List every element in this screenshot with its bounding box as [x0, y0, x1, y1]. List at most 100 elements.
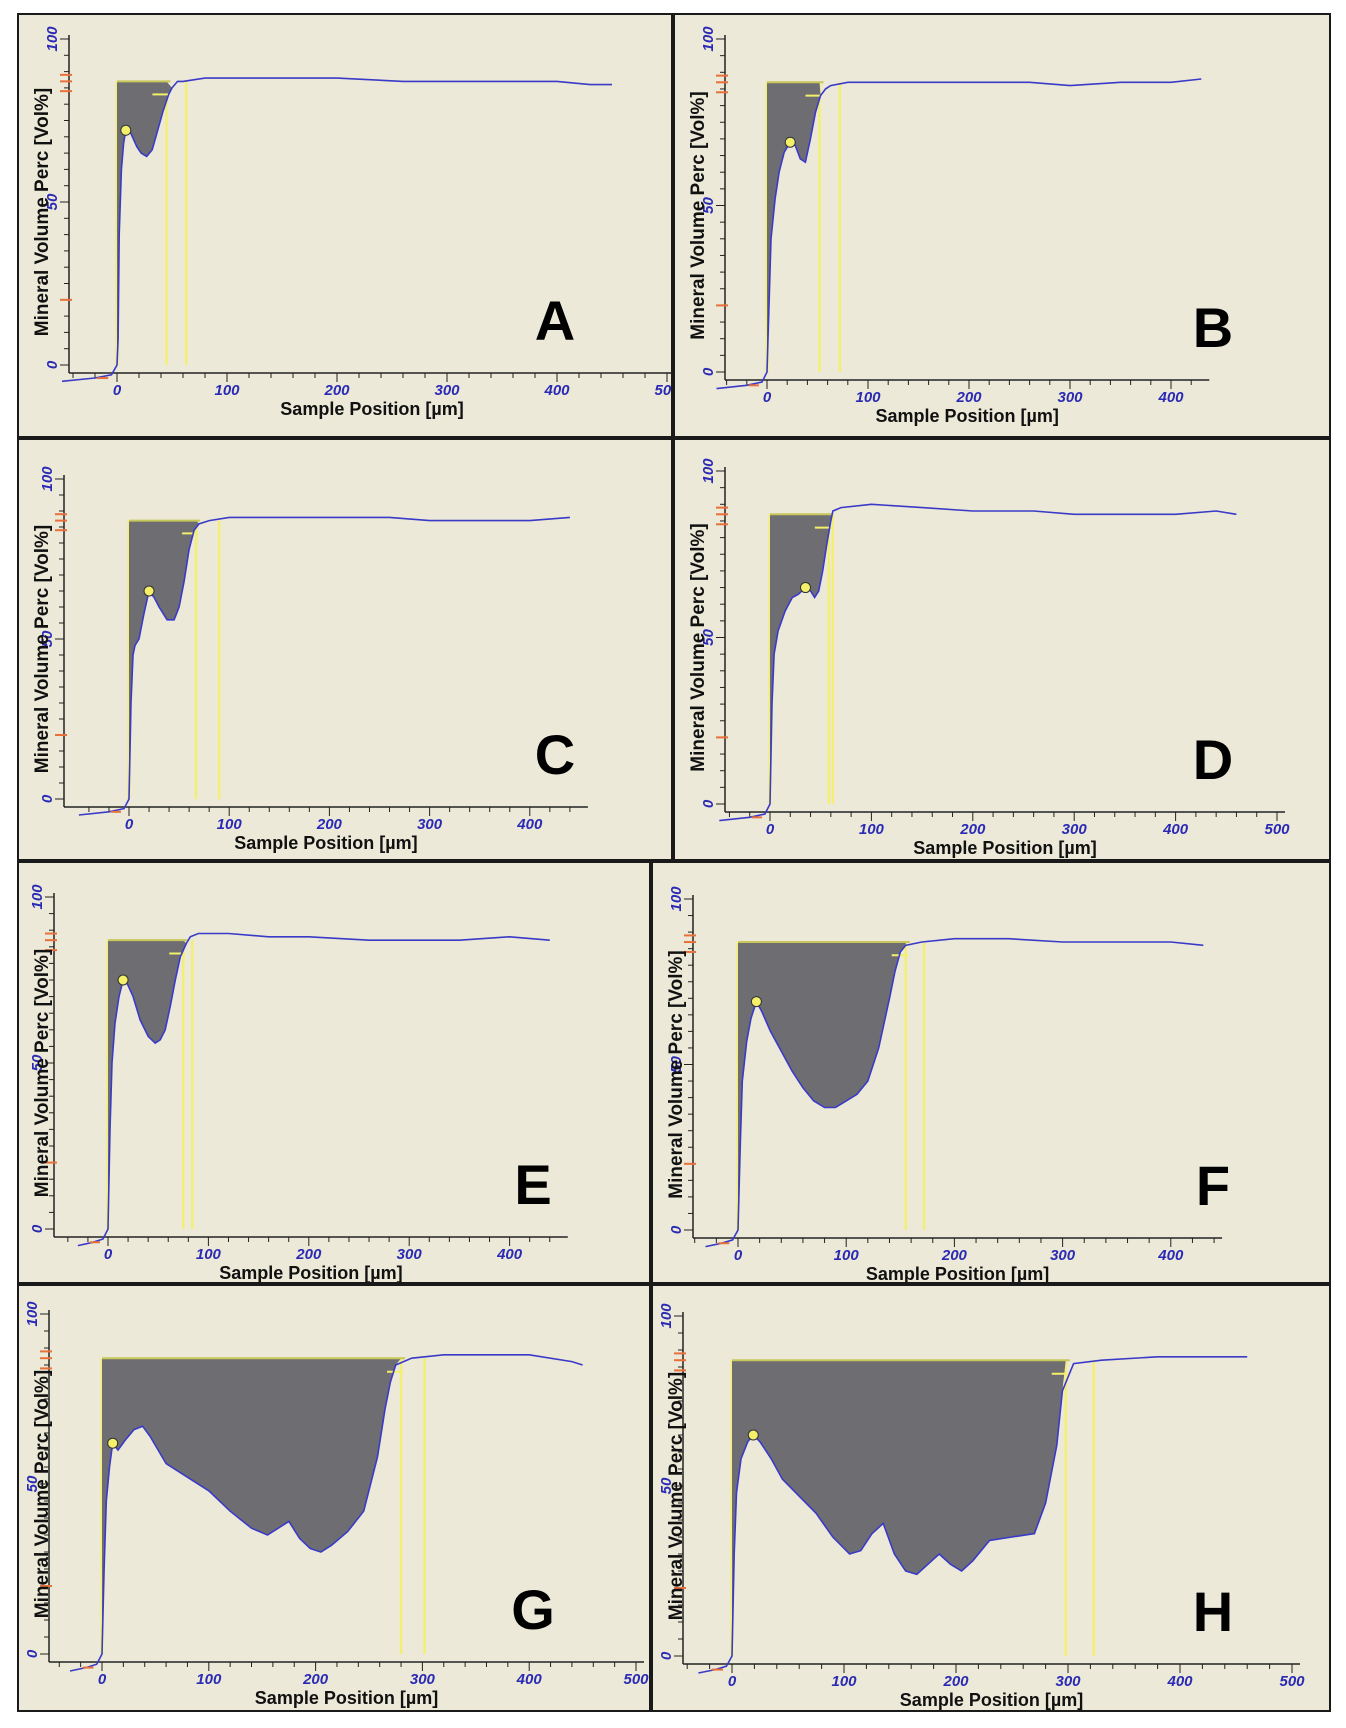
x-tick-label: 400 — [516, 816, 543, 833]
x-tick-label: 100 — [196, 1671, 222, 1688]
y-axis-title: Mineral Volume Perc [Vol%] — [32, 949, 53, 1197]
chart-panel-e: 0 50 100 0 100 200 300 400 Sample Position [µm] M… — [17, 861, 651, 1284]
y-tick-label: 0 — [700, 367, 717, 376]
x-tick-label: 0 — [113, 382, 122, 399]
x-tick-label: 500 — [1279, 1673, 1305, 1690]
y-tick-label: 100 — [39, 466, 56, 492]
x-axis-title: Sample Position [µm] — [219, 1263, 402, 1283]
x-tick-label: 100 — [834, 1247, 860, 1264]
peak-marker — [747, 1429, 759, 1441]
x-tick-label: 0 — [763, 389, 772, 406]
x-tick-label: 100 — [214, 382, 240, 399]
y-axis-title: Mineral Volume Perc [Vol%] — [688, 91, 709, 339]
y-tick-label: 50 — [668, 1056, 685, 1073]
y-tick-label: 100 — [658, 1303, 675, 1329]
x-tick-label: 100 — [855, 389, 881, 406]
x-tick-label: 500 — [1264, 821, 1290, 838]
x-tick-label: 200 — [942, 1673, 969, 1690]
mineral-volume-curve — [61, 77, 612, 383]
lesion-area — [770, 514, 833, 804]
chart-svg: 0 50 100 0 100 200 300 400 Sample Position [µm] M… — [688, 26, 1233, 426]
x-tick-label: 0 — [98, 1671, 107, 1688]
y-tick-label: 100 — [24, 1301, 41, 1327]
x-tick-label: 400 — [516, 1671, 543, 1688]
peak-marker — [750, 996, 762, 1008]
y-tick-label: 50 — [29, 1054, 46, 1071]
x-tick-label: 500 — [654, 382, 673, 399]
mineral-volume-curve — [78, 516, 570, 816]
chart-panel-a: 0 50 100 0 100 200 300 400 500 Sample Position [µ… — [17, 13, 673, 438]
y-tick-label: 100 — [668, 886, 685, 912]
chart-svg: 0 50 100 0 100 200 300 400 500 Sample Position [µ… — [24, 1301, 649, 1708]
y-tick-label: 0 — [39, 794, 56, 803]
x-axis-title: Sample Position [µm] — [900, 1690, 1083, 1710]
x-tick-label: 200 — [316, 816, 343, 833]
x-tick-label: 0 — [104, 1246, 113, 1263]
x-tick-label: 400 — [496, 1246, 523, 1263]
chart-panel-d: 0 50 100 0 100 200 300 400 500 Sample Position [µ… — [673, 438, 1331, 861]
x-tick-label: 200 — [295, 1246, 322, 1263]
x-tick-label: 300 — [1050, 1247, 1076, 1264]
lesion-area — [117, 81, 172, 365]
x-axis-title: Sample Position [µm] — [234, 833, 417, 853]
x-tick-label: 200 — [302, 1671, 329, 1688]
y-tick-label: 50 — [658, 1477, 675, 1494]
x-tick-label: 500 — [623, 1671, 649, 1688]
x-tick-label: 300 — [1055, 1673, 1081, 1690]
y-axis-title: Mineral Volume Perc [Vol%] — [666, 950, 687, 1198]
y-tick-label: 100 — [700, 458, 717, 484]
chart-panel-b: 0 50 100 0 100 200 300 400 Sample Position [µm] M… — [673, 13, 1331, 438]
x-tick-label: 400 — [543, 382, 570, 399]
x-tick-label: 300 — [1057, 389, 1083, 406]
y-tick-label: 0 — [668, 1225, 685, 1234]
x-tick-label: 300 — [417, 816, 443, 833]
chart-panel-f: 0 50 100 0 100 200 300 400 Sample Position [µm] M… — [651, 861, 1331, 1284]
x-tick-label: 0 — [728, 1673, 737, 1690]
mineral-volume-curve — [77, 932, 550, 1247]
x-tick-label: 200 — [955, 389, 982, 406]
panel-letter: F — [1196, 1154, 1230, 1217]
y-tick-label: 0 — [24, 1649, 41, 1658]
x-tick-label: 300 — [410, 1671, 436, 1688]
y-tick-label: 100 — [700, 26, 717, 52]
x-tick-label: 400 — [1166, 1673, 1193, 1690]
x-axis-title: Sample Position [µm] — [255, 1688, 438, 1708]
x-tick-label: 200 — [959, 821, 986, 838]
y-tick-label: 50 — [700, 629, 717, 646]
x-tick-label: 100 — [859, 821, 885, 838]
chart-svg: 0 50 100 0 100 200 300 400 Sample Position [µm] M… — [666, 886, 1230, 1284]
x-tick-label: 0 — [125, 816, 134, 833]
panel-letter: E — [514, 1153, 551, 1216]
chart-svg: 0 50 100 0 100 200 300 400 Sample Position [µm] M… — [29, 884, 568, 1283]
x-axis-title: Sample Position [µm] — [280, 399, 463, 419]
y-axis-title: Mineral Volume Perc [Vol%] — [32, 525, 53, 773]
chart-svg: 0 50 100 0 100 200 300 400 Sample Position [µm] M… — [32, 466, 588, 853]
peak-marker — [120, 124, 132, 136]
x-tick-label: 300 — [397, 1246, 423, 1263]
panel-letter: G — [511, 1578, 555, 1641]
y-axis-title: Mineral Volume Perc [Vol%] — [666, 1372, 687, 1620]
panel-letter: D — [1193, 728, 1233, 791]
y-tick-label: 0 — [658, 1651, 675, 1660]
x-tick-label: 400 — [1162, 821, 1189, 838]
panel-letter: H — [1193, 1580, 1233, 1643]
x-tick-label: 400 — [1157, 1247, 1184, 1264]
y-axis-title: Mineral Volume Perc [Vol%] — [32, 1370, 53, 1618]
panel-letter: C — [535, 723, 575, 786]
y-axis-title: Mineral Volume Perc [Vol%] — [688, 523, 709, 771]
chart-panel-g: 0 50 100 0 100 200 300 400 500 Sample Position [µ… — [17, 1284, 651, 1712]
x-axis-title: Sample Position [µm] — [866, 1264, 1049, 1284]
mineral-volume-curve — [716, 78, 1202, 390]
y-tick-label: 0 — [44, 360, 61, 369]
x-axis-title: Sample Position [µm] — [875, 406, 1058, 426]
x-tick-label: 200 — [323, 382, 350, 399]
lesion-area — [102, 1358, 402, 1654]
panel-letter: B — [1193, 296, 1233, 359]
lesion-area — [129, 520, 200, 799]
lesion-area — [108, 940, 187, 1229]
chart-svg: 0 50 100 0 100 200 300 400 500 Sample Position [µ… — [688, 458, 1290, 858]
y-tick-label: 100 — [29, 884, 46, 910]
y-tick-label: 0 — [29, 1224, 46, 1233]
chart-panel-c: 0 50 100 0 100 200 300 400 Sample Position [µm] M… — [17, 438, 673, 861]
x-tick-label: 300 — [1062, 821, 1088, 838]
